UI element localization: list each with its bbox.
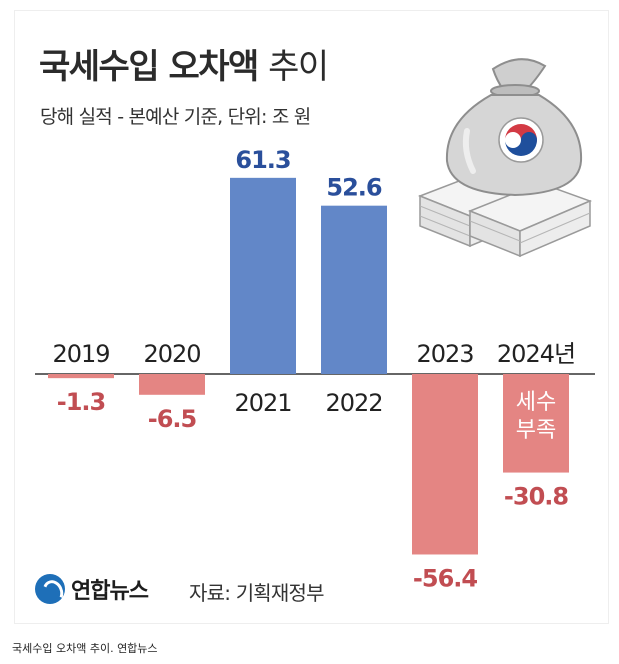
bar-5: [503, 374, 569, 473]
bill-stack-right: [467, 182, 593, 258]
infographic-card: 2019 -1.3 2020 -6.5 2021 61.3 2022 52.6 2023 -56.…: [14, 10, 609, 624]
bar-2: [230, 177, 296, 374]
category-label-0: 2019: [52, 340, 109, 368]
logo-text: 연합뉴스: [71, 579, 149, 604]
value-label-2: 61.3: [235, 146, 290, 174]
title-bold: 국세수입 오차액: [39, 47, 259, 87]
annotation-text-0: 세수: [516, 390, 556, 415]
bar-3: [321, 205, 387, 374]
category-label-3: 2022: [325, 389, 382, 417]
bar-0: [48, 374, 114, 379]
bar-chart: 2019 -1.3 2020 -6.5 2021 61.3 2022 52.6 2023 -56.…: [35, 58, 595, 592]
yonhap-globe-icon: [35, 574, 65, 604]
bars-group: 2019 -1.3 2020 -6.5 2021 61.3 2022 52.6 2023 -56.…: [35, 146, 595, 592]
category-label-1: 2020: [143, 340, 200, 368]
value-label-5: -30.8: [504, 483, 568, 511]
value-label-3: 52.6: [326, 174, 382, 202]
category-label-5: 2024년: [497, 340, 575, 368]
value-label-0: -1.3: [57, 388, 105, 416]
money-bag-illustration: [417, 58, 593, 258]
value-label-1: -6.5: [148, 405, 197, 433]
category-label-2: 2021: [234, 389, 291, 417]
image-caption: 국세수입 오차액 추이. 연합뉴스: [12, 642, 158, 655]
source-note: 자료: 기획재정부: [189, 581, 325, 605]
chart-subtitle: 당해 실적 - 본예산 기준, 단위: 조 원: [40, 106, 311, 128]
chart-title: 국세수입 오차액 추이: [39, 39, 329, 88]
bar-1: [139, 374, 205, 395]
bar-4: [412, 374, 478, 555]
annotation-text-1: 부족: [516, 418, 556, 443]
title-light: 추이: [268, 47, 329, 87]
yonhap-logo: 연합뉴스: [35, 571, 149, 607]
value-label-4: -56.4: [413, 564, 477, 592]
taegeuk-emblem-icon: [498, 117, 544, 163]
category-label-4: 2023: [416, 340, 473, 368]
